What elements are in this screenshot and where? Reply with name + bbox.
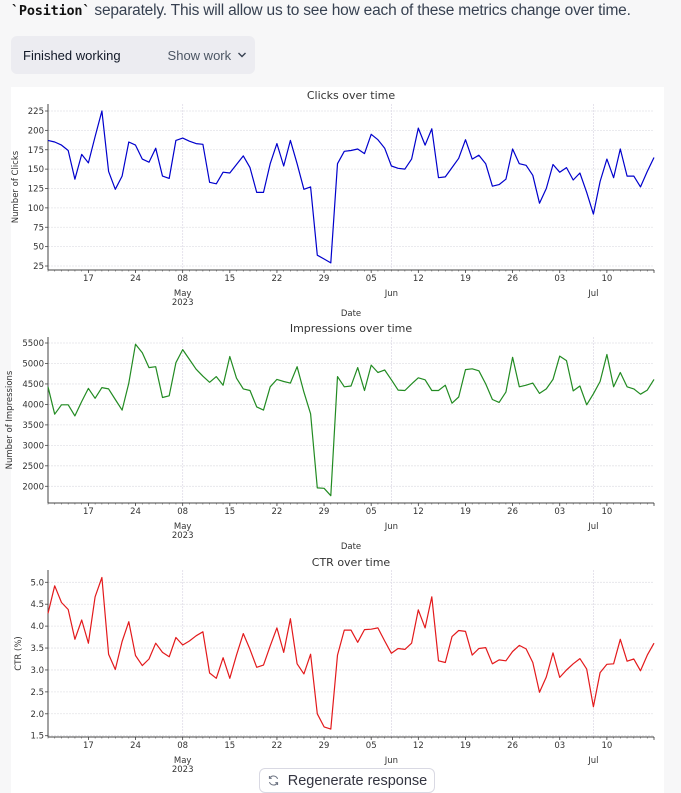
x-tick-label: 08 [177,741,188,751]
x-major-label: May [174,289,192,299]
y-tick-label: 125 [28,185,44,195]
x-tick-label: 12 [413,274,424,284]
x-tick-label: 22 [272,507,283,517]
work-status: Finished working [23,47,121,63]
x-tick-label: 17 [83,274,94,284]
x-tick-label: 22 [272,741,283,751]
regenerate-label: Regenerate response [287,772,428,789]
x-tick-label: 17 [83,741,94,751]
y-tick-label: 1.5 [30,732,44,742]
x-tick-label: 29 [319,274,330,284]
x-tick-label: 05 [366,507,377,517]
x-tick-label: 22 [272,274,283,284]
x-tick-label: 19 [460,741,471,751]
x-tick-label: 05 [366,741,377,751]
y-tick-label: 50 [33,243,44,253]
x-tick-label: 29 [319,507,330,517]
chart-title: CTR over time [312,556,391,569]
refresh-icon [268,775,278,786]
x-tick-label: 24 [130,274,141,284]
y-axis-label: Number of Clicks [11,150,21,223]
y-tick-label: 3500 [22,421,44,431]
y-tick-label: 3.0 [30,666,44,676]
y-tick-label: 5.0 [30,578,44,588]
y-tick-label: 4.0 [30,622,44,632]
y-tick-label: 200 [28,126,44,136]
y-tick-label: 100 [28,204,44,214]
x-tick-label: 17 [83,507,94,517]
y-tick-label: 5000 [22,359,44,369]
x-tick-label: 12 [413,507,424,517]
x-tick-label: 08 [177,507,188,517]
x-major-label: Jul [587,289,598,299]
show-work-label: Show work [167,47,232,63]
x-tick-label: 15 [224,507,235,517]
x-tick-label: 10 [601,274,612,284]
x-major-label: 2023 [172,298,194,308]
x-tick-label: 24 [130,507,141,517]
x-tick-label: 15 [224,274,235,284]
x-major-label: Jun [384,289,398,299]
y-tick-label: 25 [33,262,44,272]
x-axis-label: Date [341,309,361,319]
chart-1: Clicks over time 25 50 75 100 125 150 175 200 225… [11,89,655,319]
y-tick-label: 150 [28,165,44,175]
y-tick-label: 2.0 [30,710,44,720]
chevron-down-icon [238,52,247,58]
x-major-label: May [174,522,192,532]
assistant-message-text: `Position` separately. This will allow u… [11,2,631,20]
x-tick-label: 03 [554,507,565,517]
x-tick-label: 24 [130,741,141,751]
x-tick-label: 10 [601,507,612,517]
y-tick-label: 5500 [22,339,44,349]
chart-title: Impressions over time [290,322,413,335]
y-tick-label: 4000 [22,400,44,410]
y-tick-label: 175 [28,146,44,156]
x-tick-label: 12 [413,741,424,751]
x-major-label: Jun [384,756,398,766]
y-axis-label: CTR (%) [14,636,24,670]
x-tick-label: 05 [366,274,377,284]
x-major-label: 2023 [172,765,194,775]
x-tick-label: 26 [507,507,518,517]
show-work-button[interactable]: Show work [168,48,248,63]
x-major-label: Jul [587,522,598,532]
x-tick-label: 03 [554,274,565,284]
figure-card [11,87,664,793]
x-tick-label: 10 [601,741,612,751]
x-major-label: 2023 [172,531,194,541]
x-major-label: May [174,756,192,766]
y-tick-label: 3000 [22,441,44,451]
y-tick-label: 4.5 [30,600,44,610]
chart-title: Clicks over time [307,89,396,102]
y-axis-label: Number of Impressions [5,370,15,469]
y-tick-label: 2500 [22,462,44,472]
y-tick-label: 2.5 [30,688,44,698]
x-tick-label: 26 [507,741,518,751]
x-tick-label: 19 [460,274,471,284]
y-tick-label: 225 [28,107,44,117]
regenerate-response-button[interactable]: Regenerate response [259,768,435,793]
work-panel: Finished working Show work [11,36,255,74]
y-tick-label: 75 [33,223,44,233]
x-major-label: Jul [587,756,598,766]
x-tick-label: 15 [224,741,235,751]
x-tick-label: 03 [554,741,565,751]
x-tick-label: 08 [177,274,188,284]
x-major-label: Jun [384,522,398,532]
x-tick-label: 26 [507,274,518,284]
x-tick-label: 19 [460,507,471,517]
x-tick-label: 29 [319,741,330,751]
y-tick-label: 3.5 [30,644,44,654]
chart-3: CTR over time 1.5 2.0 2.5 3.0 3.5 4.0 4.5 5.0 17 2… [14,556,655,775]
message-body: separately. This will allow us to see ho… [90,2,631,19]
y-tick-label: 2000 [22,482,44,492]
x-axis-label: Date [341,542,361,552]
inline-code: `Position` [11,3,91,19]
chart-2: Impressions over time 2000 2500 3000 3500 400… [5,322,655,552]
y-tick-label: 4500 [22,380,44,390]
